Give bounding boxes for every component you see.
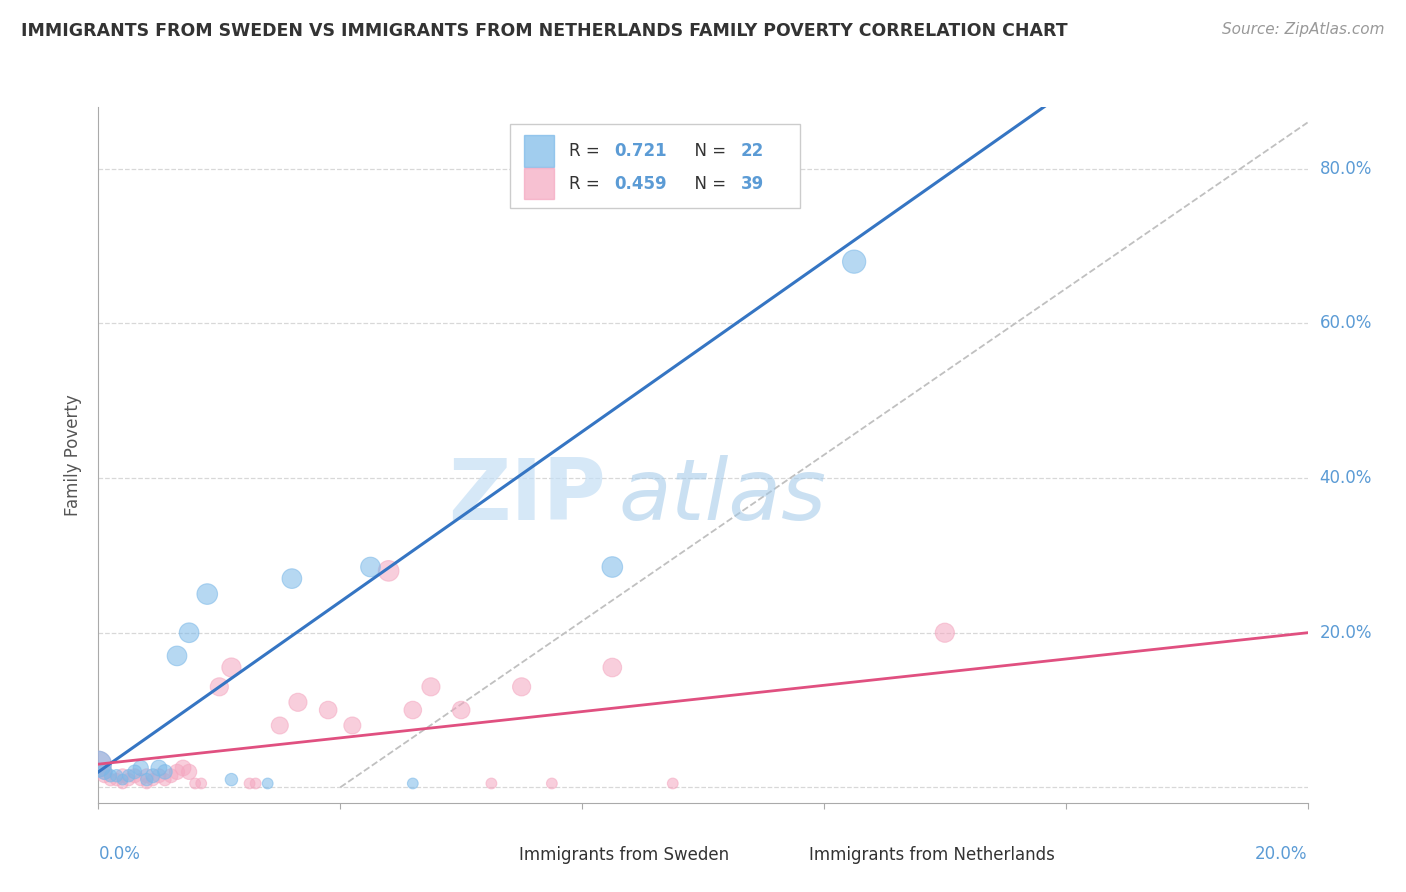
- Point: [934, 625, 956, 640]
- Point: [129, 772, 152, 787]
- Text: 0.721: 0.721: [614, 142, 668, 160]
- Point: [135, 776, 157, 790]
- FancyBboxPatch shape: [524, 136, 554, 167]
- Point: [177, 625, 201, 640]
- Point: [100, 769, 122, 783]
- Point: [844, 254, 866, 268]
- Text: Immigrants from Sweden: Immigrants from Sweden: [519, 846, 730, 864]
- Point: [111, 776, 134, 790]
- Point: [208, 680, 231, 694]
- Point: [269, 718, 291, 732]
- Point: [184, 776, 207, 790]
- FancyBboxPatch shape: [776, 845, 803, 869]
- Text: 40.0%: 40.0%: [1320, 469, 1372, 487]
- Point: [450, 703, 472, 717]
- Point: [124, 769, 146, 783]
- Point: [153, 764, 176, 779]
- Point: [402, 776, 425, 790]
- Text: atlas: atlas: [619, 455, 827, 538]
- Point: [190, 776, 212, 790]
- Text: 39: 39: [741, 175, 763, 193]
- Point: [540, 776, 562, 790]
- Text: IMMIGRANTS FROM SWEDEN VS IMMIGRANTS FROM NETHERLANDS FAMILY POVERTY CORRELATION: IMMIGRANTS FROM SWEDEN VS IMMIGRANTS FRO…: [21, 22, 1067, 40]
- Point: [111, 769, 134, 783]
- Text: 20.0%: 20.0%: [1320, 624, 1372, 641]
- Text: Immigrants from Netherlands: Immigrants from Netherlands: [810, 846, 1056, 864]
- Point: [93, 764, 115, 779]
- Point: [281, 572, 304, 586]
- Point: [177, 764, 201, 779]
- Point: [118, 769, 141, 783]
- Point: [148, 761, 170, 775]
- Point: [602, 660, 624, 674]
- Text: ZIP: ZIP: [449, 455, 606, 538]
- Text: 0.459: 0.459: [614, 175, 668, 193]
- Point: [93, 769, 115, 783]
- FancyBboxPatch shape: [509, 124, 800, 208]
- Point: [105, 769, 128, 783]
- Text: 22: 22: [741, 142, 763, 160]
- Point: [661, 776, 683, 790]
- Point: [221, 772, 243, 787]
- Point: [316, 703, 339, 717]
- Point: [111, 772, 134, 787]
- Point: [100, 772, 122, 787]
- Point: [221, 660, 243, 674]
- Point: [256, 776, 278, 790]
- Point: [287, 695, 309, 709]
- Text: 80.0%: 80.0%: [1320, 160, 1372, 178]
- Point: [166, 648, 188, 663]
- FancyBboxPatch shape: [524, 168, 554, 199]
- Point: [342, 718, 364, 732]
- FancyBboxPatch shape: [485, 845, 512, 869]
- Text: 20.0%: 20.0%: [1256, 845, 1308, 863]
- Text: N =: N =: [683, 175, 731, 193]
- Point: [129, 761, 152, 775]
- Point: [195, 587, 218, 601]
- Point: [481, 776, 503, 790]
- Y-axis label: Family Poverty: Family Poverty: [65, 394, 83, 516]
- Point: [93, 764, 115, 779]
- Text: 0.0%: 0.0%: [98, 845, 141, 863]
- Point: [360, 560, 382, 574]
- Point: [172, 761, 194, 775]
- Point: [118, 772, 141, 787]
- Point: [87, 757, 110, 772]
- Point: [153, 772, 176, 787]
- Point: [510, 680, 533, 694]
- Point: [142, 769, 165, 783]
- Point: [377, 564, 399, 578]
- Point: [602, 560, 624, 574]
- Point: [402, 703, 425, 717]
- Point: [148, 769, 170, 783]
- Point: [142, 772, 165, 787]
- Point: [239, 776, 262, 790]
- Point: [87, 757, 110, 772]
- Text: Source: ZipAtlas.com: Source: ZipAtlas.com: [1222, 22, 1385, 37]
- Point: [160, 769, 183, 783]
- Point: [166, 764, 188, 779]
- Point: [105, 772, 128, 787]
- Point: [135, 769, 157, 783]
- Point: [245, 776, 267, 790]
- Point: [124, 764, 146, 779]
- Point: [135, 772, 157, 787]
- Text: R =: R =: [569, 175, 605, 193]
- Text: R =: R =: [569, 142, 605, 160]
- Point: [419, 680, 441, 694]
- Text: 60.0%: 60.0%: [1320, 315, 1372, 333]
- Text: N =: N =: [683, 142, 731, 160]
